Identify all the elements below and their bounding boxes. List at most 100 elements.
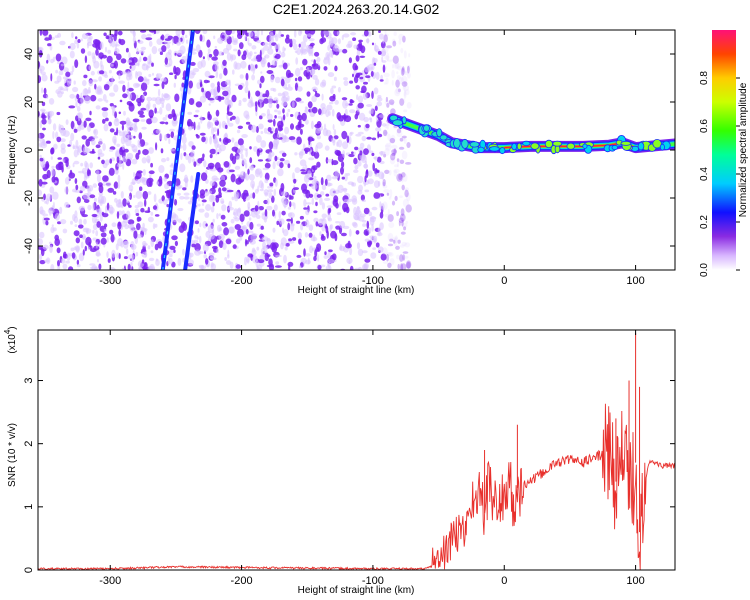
spectrogram-noise-blob [198,203,201,207]
spectrogram-noise-blob [72,86,79,93]
spectrogram-noise-blob [402,71,408,76]
spectrogram-noise-blob [200,115,203,124]
spectrogram-noise-blob [383,189,390,193]
spectrogram-noise-blob [52,191,59,200]
spectrogram-noise-blob [249,165,254,170]
spectrogram-noise-blob [131,158,138,165]
spectrogram-noise-blob [75,246,80,253]
spectrogram-noise-blob [146,33,152,37]
spectrogram-noise-blob [39,231,45,239]
spectrogram-noise-blob [51,224,54,227]
spectrogram-noise-blob [323,30,330,36]
spectrogram-noise-blob [375,242,380,248]
spectrogram-noise-blob [50,156,53,160]
spectrogram-noise-blob [213,49,219,57]
spectrogram-noise-blob [221,187,227,192]
spectrogram-noise-blob [287,240,295,244]
spectrogram-noise-blob [320,177,324,186]
spectrogram-noise-blob [408,53,411,58]
spectrogram-noise-blob [147,216,154,223]
spectrogram-noise-blob [391,69,395,79]
spectrogram-noise-blob [174,185,181,190]
spectrogram-noise-blob [404,189,408,194]
spectrogram-noise-blob [354,165,359,170]
spectrogram-noise-blob [324,145,330,151]
spectrogram-noise-blob [147,158,151,164]
spectrogram-noise-blob [113,138,117,146]
spectrogram-noise-blob [116,156,120,164]
spectrogram-noise-blob [303,207,308,210]
spectrogram-noise-blob [50,264,55,270]
spectrogram-noise-blob [146,118,153,125]
spectrogram-noise-blob [288,264,291,270]
spectrogram-noise-blob [399,195,403,198]
spectrogram-noise-blob [194,235,199,239]
spectrogram-noise-blob [273,30,276,35]
spectrogram-noise-blob [364,66,371,73]
spectrogram-noise-blob [393,168,400,174]
spectrogram-noise-blob [403,109,408,113]
spectrogram-noise-blob [204,70,211,78]
spectrogram-noise-blob [76,196,82,204]
spectrogram-noise-blob [251,247,256,253]
spectrogram-noise-blob [114,48,120,54]
spectrogram-noise-blob [303,199,307,207]
spectrogram-noise-blob [230,54,234,62]
spectrogram-noise-blob [382,201,388,210]
spectrogram-noise-blob [202,220,208,229]
spectrogram-noise-blob [237,207,242,213]
spectrogram-noise-blob [82,193,90,200]
spectrogram-noise-blob [201,87,205,93]
spectrogram-noise-blob [359,55,366,58]
spectrogram-noise-blob [38,133,41,142]
spectrogram-noise-blob [324,56,328,61]
spectrogram-noise-blob [156,73,159,80]
spectrogram-noise-blob [57,157,62,160]
spectrogram-noise-blob [306,175,310,178]
spectrogram-noise-blob [237,125,243,129]
spectrogram-noise-blob [170,219,174,223]
spectrogram-noise-blob [304,106,308,110]
spectrogram-noise-blob [154,214,160,217]
spectrogram-noise-blob [130,261,133,268]
spectrogram-noise-blob [349,99,353,104]
spectrogram-noise-blob [77,112,81,122]
spectrogram-noise-blob [55,89,61,95]
spectrogram-noise-blob [156,181,160,185]
spectrogram-noise-blob [401,184,405,191]
spectrogram-noise-blob [185,154,189,160]
spectrogram-noise-blob [286,34,290,39]
spectrogram-noise-blob [402,254,406,261]
spectrogram-noise-blob [197,121,201,129]
spectrogram-noise-blob [56,75,62,83]
spectrogram-noise-blob [58,62,65,71]
spectrogram-noise-blob [397,75,401,80]
spectrogram-noise-blob [177,257,182,266]
spectrogram-noise-blob [88,86,91,94]
spectrogram-noise-blob [174,74,177,80]
spectrogram-noise-blob [161,103,165,108]
spectrogram-noise-blob [285,69,292,79]
spectrogram-noise-blob [219,73,223,80]
spectrogram-noise-blob [85,138,90,147]
spectrogram-noise-blob [200,172,208,182]
signal-band-blob [566,142,576,150]
spectrogram-noise-blob [198,208,205,213]
spectrogram-noise-blob [50,168,55,177]
spectrogram-noise-blob [232,69,235,75]
spectrogram-noise-blob [331,253,337,261]
spectrogram-noise-blob [311,197,315,206]
spectrogram-noise-blob [298,265,302,269]
spectrogram-y-tick-label: 40 [23,48,35,60]
spectrogram-noise-blob [82,80,87,87]
spectrogram-noise-blob [237,30,243,36]
spectrogram-noise-blob [111,222,117,227]
spectrogram-noise-blob [216,85,221,93]
snr-x-tick-label: -300 [99,575,121,587]
spectrogram-noise-blob [174,240,178,247]
spectrogram-noise-blob [130,181,136,185]
spectrogram-noise-blob [84,55,88,64]
spectrogram-noise-blob [92,223,98,231]
spectrogram-noise-blob [334,65,338,72]
spectrogram-noise-blob [159,107,163,115]
